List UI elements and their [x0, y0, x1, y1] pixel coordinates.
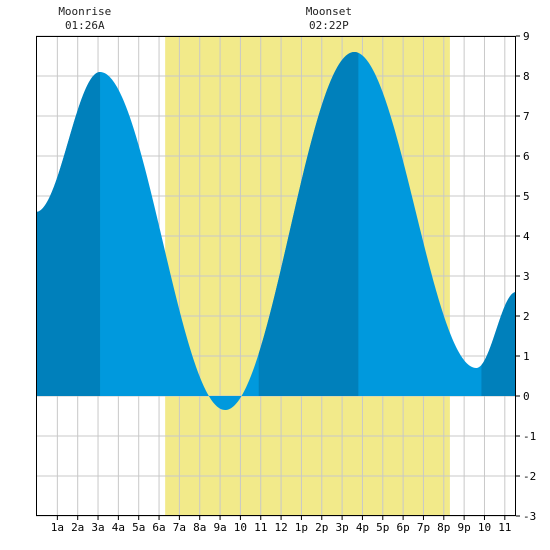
x-tick-label: 5a: [132, 521, 145, 534]
moon-annotation-time: 02:22P: [309, 19, 349, 32]
y-tick-label: 7: [523, 110, 530, 123]
y-tick-label: 2: [523, 310, 530, 323]
x-tick-label: 9p: [458, 521, 471, 534]
y-tick-label: 1: [523, 350, 530, 363]
x-tick-label: 9a: [213, 521, 226, 534]
x-tick-label: 4a: [112, 521, 125, 534]
x-tick-label: 7a: [173, 521, 186, 534]
x-tick-label: 4p: [356, 521, 369, 534]
x-tick-label: 5p: [376, 521, 389, 534]
x-tick-label: 10: [478, 521, 491, 534]
x-tick-label: 2a: [71, 521, 84, 534]
x-tick-label: 3p: [335, 521, 348, 534]
y-tick-label: 4: [523, 230, 530, 243]
x-tick-label: 6p: [396, 521, 409, 534]
x-tick-label: 8p: [437, 521, 450, 534]
y-tick-label: 9: [523, 30, 530, 43]
x-tick-label: 1p: [295, 521, 308, 534]
x-tick-label: 12: [274, 521, 287, 534]
x-tick-label: 1a: [51, 521, 64, 534]
plot-border: [36, 36, 516, 516]
x-tick-label: 2p: [315, 521, 328, 534]
moon-annotation-title: Moonset: [306, 5, 352, 18]
x-tick-label: 10: [234, 521, 247, 534]
x-axis-ticks: 1a 2a 3a 4a 5a 6a 7a 8a 9a 10 11 12 1p 2p 3p 4p 5p 6p 7p 8p…: [51, 516, 511, 534]
y-tick-label: 3: [523, 270, 530, 283]
x-tick-label: 7p: [417, 521, 430, 534]
x-tick-label: 11: [498, 521, 511, 534]
x-tick-label: 8a: [193, 521, 206, 534]
y-tick-label: -1: [523, 430, 536, 443]
x-tick-label: 6a: [152, 521, 165, 534]
x-tick-label: 3a: [91, 521, 104, 534]
moon-annotation-time: 01:26A: [65, 19, 105, 32]
tide-area-moon-shade: [37, 52, 101, 410]
y-tick-label: 8: [523, 70, 530, 83]
y-tick-label: 5: [523, 190, 530, 203]
y-axis-ticks: -3 -2 -1 0 1 2 3 4 5 6 7 8 9: [516, 30, 536, 523]
y-tick-label: -2: [523, 470, 536, 483]
tide-area: [36, 52, 516, 410]
y-tick-label: 0: [523, 390, 530, 403]
y-tick-label: -3: [523, 510, 536, 523]
moon-annotation-title: Moonrise: [58, 5, 111, 18]
x-tick-label: 11: [254, 521, 267, 534]
y-tick-label: 6: [523, 150, 530, 163]
plot-frame: [36, 36, 516, 516]
